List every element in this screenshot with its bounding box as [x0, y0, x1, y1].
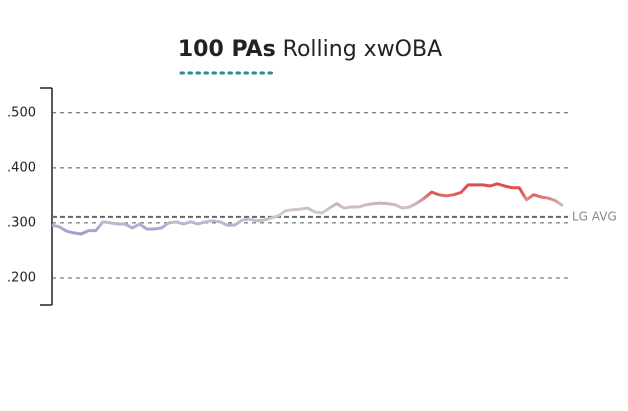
- y-tick-label: .500: [7, 105, 36, 120]
- title-text: Rolling xwOBA: [283, 37, 442, 62]
- chart-title: 100 PAs Rolling xwOBA: [178, 37, 442, 62]
- data-line: [51, 182, 564, 236]
- y-tick-label: .400: [7, 160, 36, 175]
- y-tick-label: .300: [7, 215, 36, 230]
- y-tick-label: .200: [7, 271, 36, 286]
- title-emphasis: 100 PAs: [178, 37, 276, 62]
- reference-label: LG AVG: [572, 209, 617, 223]
